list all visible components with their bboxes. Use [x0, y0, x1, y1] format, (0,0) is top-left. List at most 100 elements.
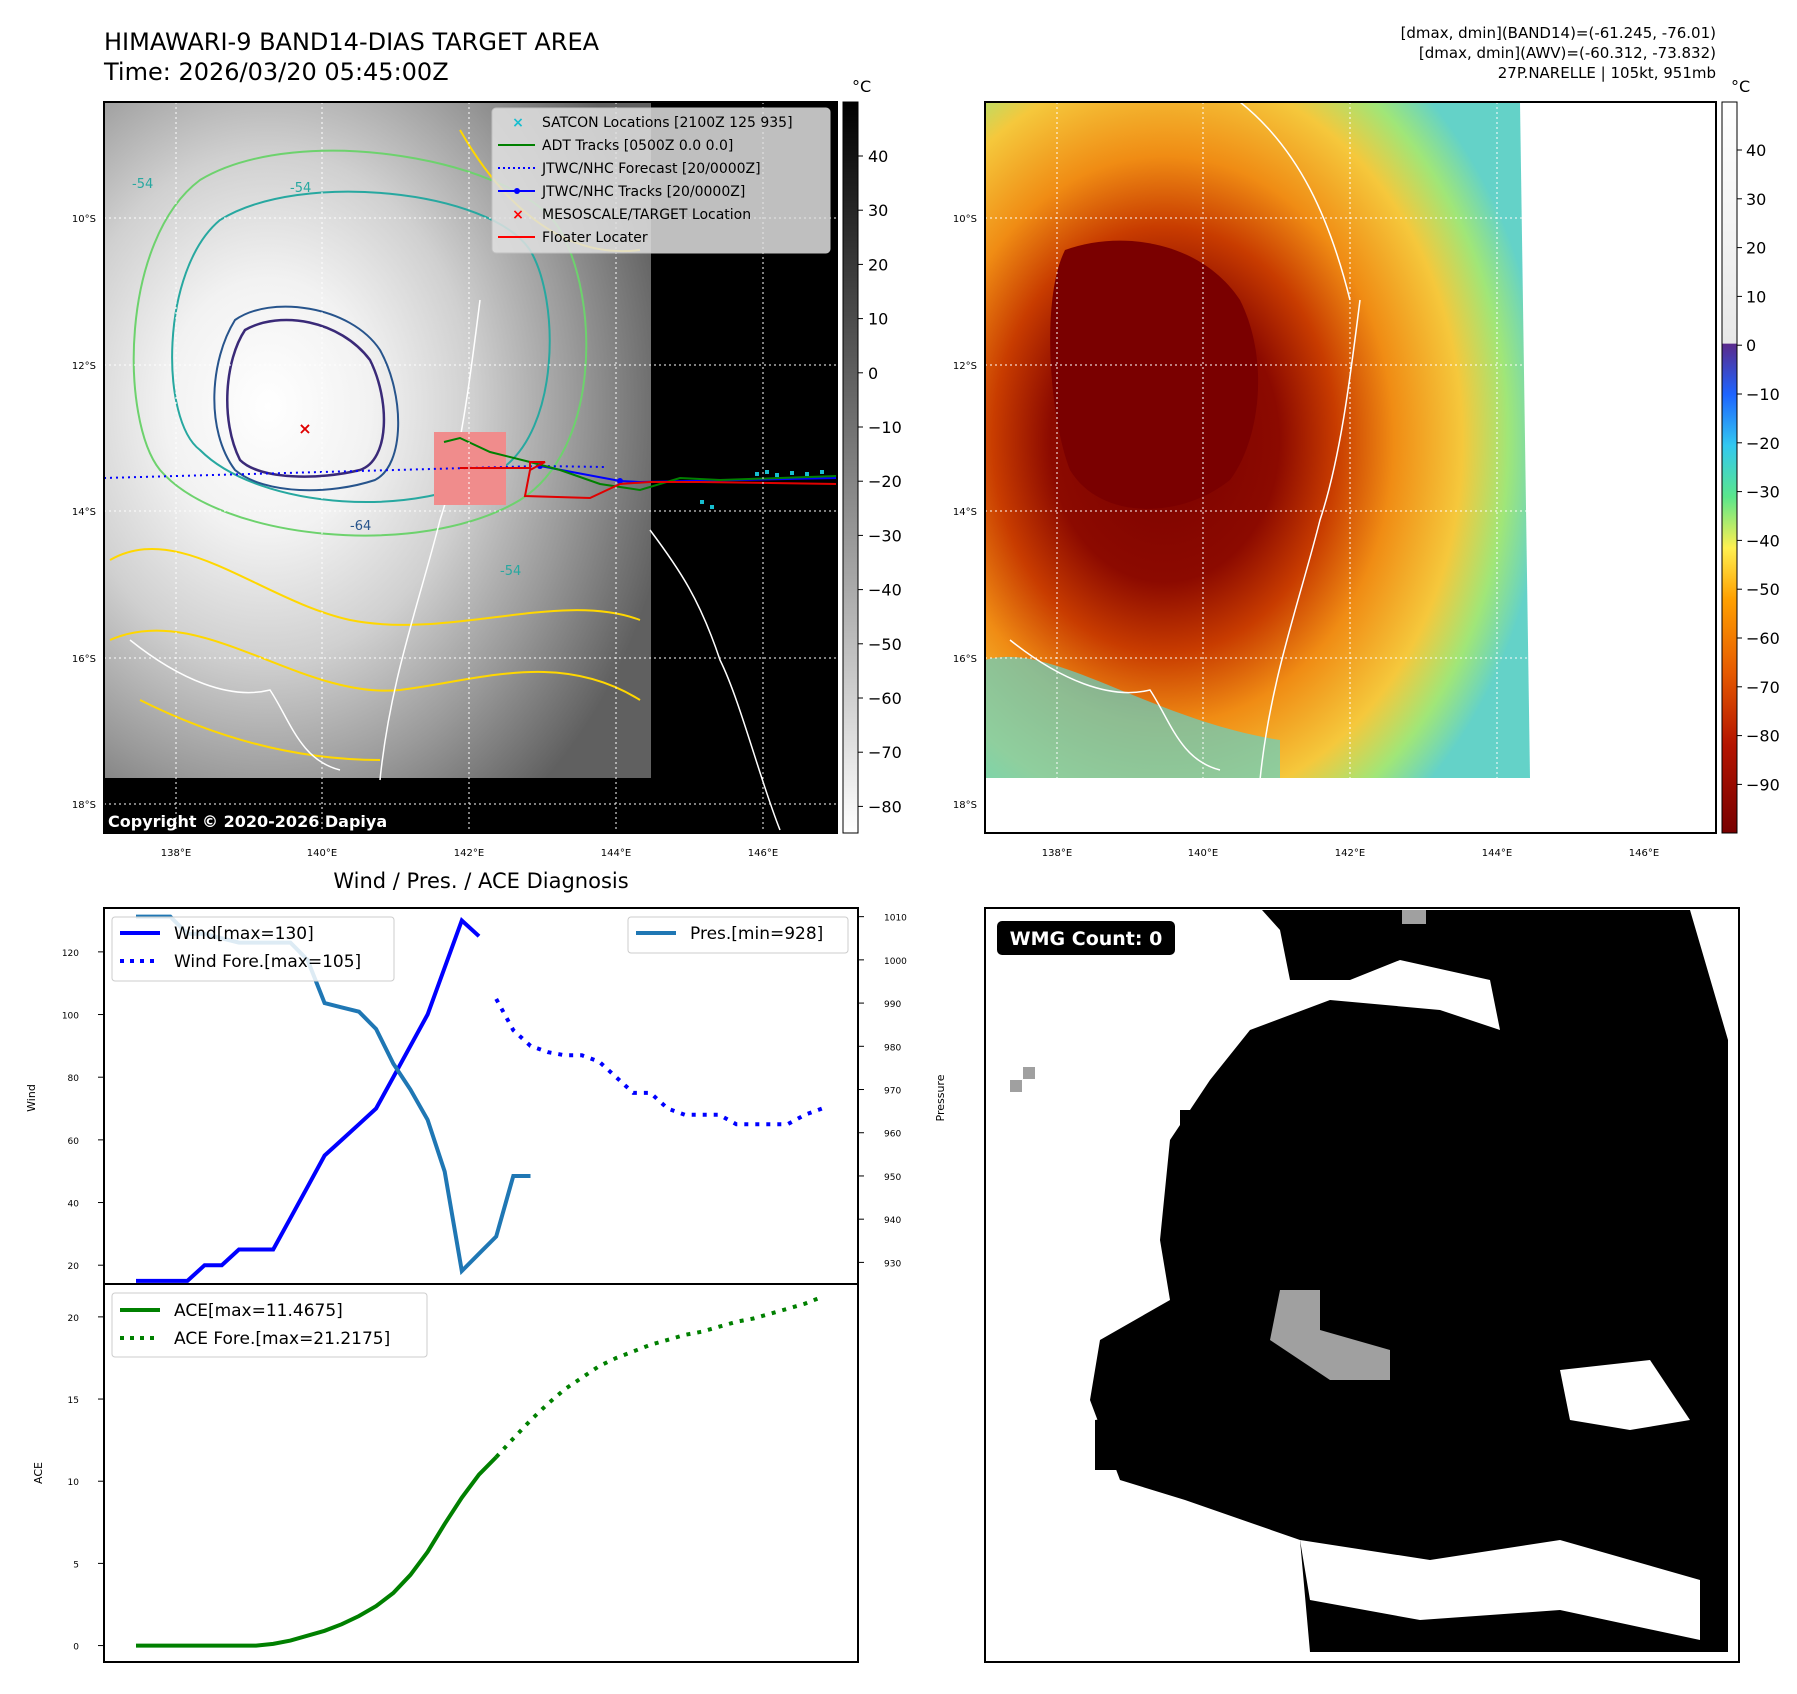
wind-tick-label: 100: [62, 1012, 79, 1022]
colorbar1-tick: −70: [868, 743, 902, 762]
svg-text:×: ×: [512, 115, 524, 131]
coastline-gulf: [129, 639, 341, 771]
colorbar2-tick: −20: [1746, 434, 1780, 453]
lat-label: 10°S: [72, 214, 96, 225]
wmg-gray-patch: [1270, 1290, 1390, 1380]
ace-chart: 0 5 10 15 20 ACE ACE[max=11.4675] ACE Fore.[…: [32, 1283, 859, 1663]
lon-label: 140°E: [1188, 848, 1218, 859]
pressure-tick-label: 970: [884, 1087, 901, 1097]
wmg-count-badge: [997, 921, 1175, 955]
legend-label: JTWC/NHC Tracks [20/0000Z]: [541, 184, 745, 200]
map1-frame: [103, 101, 838, 834]
contour-label-4: -54: [500, 564, 521, 579]
adt-track: [443, 436, 837, 492]
coastline-east: [649, 529, 781, 831]
wmg-mask-small: [1180, 1110, 1218, 1150]
contour-inner2: [213, 305, 400, 492]
awv-dry-region: [985, 656, 1280, 778]
lat-label: 16°S: [72, 654, 96, 665]
colorbar2-tick: −60: [1746, 629, 1780, 648]
colorbar-band14: °C 40 30 20 10 0 −10 −20 −30 −40 −50 −60 −70 −80: [842, 77, 902, 834]
info-awv: [dmax, dmin](AWV)=(-60.312, -73.832): [1419, 44, 1716, 62]
colorbar2-tick: 0: [1746, 336, 1756, 355]
lon-label: 140°E: [307, 848, 337, 859]
jtwc-point-2: [617, 478, 623, 484]
colorbar2-tick: 30: [1746, 190, 1766, 209]
ace-forecast-series: [494, 1295, 823, 1459]
colorbar2-tick: −30: [1746, 483, 1780, 502]
wmg-panel: WMG Count: 0: [984, 907, 1740, 1663]
colorbar1-tick: −80: [868, 797, 902, 816]
colorbar2-tick: 10: [1746, 287, 1766, 306]
wind-tick-label: 80: [68, 1074, 80, 1084]
contour-yellow-2: [109, 629, 641, 701]
wind-forecast-series: [494, 997, 823, 1127]
legend-label: Floater Locater: [542, 230, 648, 246]
wmg-mask-small2: [1250, 1055, 1320, 1090]
wmg-hole-east: [1560, 1360, 1690, 1430]
ace-fore-legend-label: ACE Fore.[max=21.2175]: [174, 1329, 390, 1349]
figure-time: Time: 2026/03/20 05:45:00Z: [103, 58, 449, 86]
ace-tick-label: 10: [68, 1478, 80, 1488]
wind-series: [136, 917, 481, 1283]
line-dot-icon: [498, 188, 535, 194]
colorbar2-tick: 20: [1746, 239, 1766, 258]
colorbar2-tick: −70: [1746, 678, 1780, 697]
svg-text:×: ×: [512, 207, 524, 223]
coastline-cape-york: [379, 299, 481, 781]
map2-frame: [984, 101, 1717, 834]
pressure-tick-label: 940: [884, 1216, 901, 1226]
lon-label: 144°E: [1482, 848, 1512, 859]
wind-pressure-chart: 20 40 60 80 100 120 930 940 950 960 970 980 990 1000…: [25, 907, 947, 1285]
colorbar1-tick: −30: [868, 526, 902, 545]
x-marker-icon: ×: [512, 207, 524, 223]
pres-legend-box: [627, 916, 849, 954]
colorbar2-tick: −10: [1746, 385, 1780, 404]
map-awv-panel: 10°S 12°S 14°S 16°S 18°S 138°E 140°E 142…: [953, 101, 1717, 859]
wmg-frame: [984, 907, 1740, 1663]
colorbar1-tick: 30: [868, 201, 888, 220]
pressure-tick-label: 1000: [884, 957, 907, 967]
wmg-mask-west: [1095, 1410, 1170, 1470]
colorbar2-tick: −50: [1746, 580, 1780, 599]
wind-tick-label: 60: [68, 1137, 80, 1147]
ace-tick-label: 0: [73, 1643, 79, 1653]
diagnosis-title: Wind / Pres. / ACE Diagnosis: [333, 869, 628, 893]
lon-label: 144°E: [601, 848, 631, 859]
lat-label: 18°S: [72, 800, 96, 811]
lon-label: 142°E: [1335, 848, 1365, 859]
ace-axis-label: ACE: [32, 1462, 45, 1484]
wmg-gray-left2: [1023, 1067, 1035, 1079]
x-marker-icon: ×: [512, 115, 524, 131]
copyright-label: Copyright © 2020-2026 Dapiya: [108, 812, 387, 831]
colorbar1-tick: 20: [868, 255, 888, 274]
wmg-gray-left: [1010, 1080, 1022, 1092]
ace-tick-label: 20: [68, 1314, 80, 1324]
colorbar1-gradient: [842, 101, 859, 834]
map2-lon-labels: 138°E 140°E 142°E 144°E 146°E: [1042, 848, 1659, 859]
ace-tick-label: 15: [68, 1396, 79, 1406]
pressure-tick-label: 930: [884, 1259, 901, 1269]
ace-series: [136, 1455, 498, 1648]
colorbar1-tick: 10: [868, 310, 888, 329]
floater-track: [460, 461, 837, 500]
colorbar1-tick: −60: [868, 689, 902, 708]
lon-label: 142°E: [454, 848, 484, 859]
colorbar1-tick: −40: [868, 581, 902, 600]
colorbar1-tick: −50: [868, 635, 902, 654]
ace-legend-box: [111, 1292, 428, 1358]
wind-axis-label: Wind: [25, 1084, 38, 1112]
lat-label: 12°S: [72, 361, 96, 372]
map2-gridlines: [985, 102, 1716, 833]
legend-label: MESOSCALE/TARGET Location: [542, 207, 751, 223]
jtwc-forecast-track: [104, 464, 606, 479]
pressure-tick-label: 950: [884, 1173, 901, 1183]
contour-label-1: -54: [132, 177, 153, 192]
lat-label: 14°S: [953, 507, 977, 518]
ace-tick-label: 5: [73, 1560, 79, 1570]
colorbar1-tick: 40: [868, 147, 888, 166]
legend-label: JTWC/NHC Forecast [20/0000Z]: [541, 161, 761, 177]
map-band14-panel: × -54 -54 -64 -54 Copyright © 2020-2026 …: [72, 101, 838, 859]
target-marker: ×: [298, 419, 311, 438]
